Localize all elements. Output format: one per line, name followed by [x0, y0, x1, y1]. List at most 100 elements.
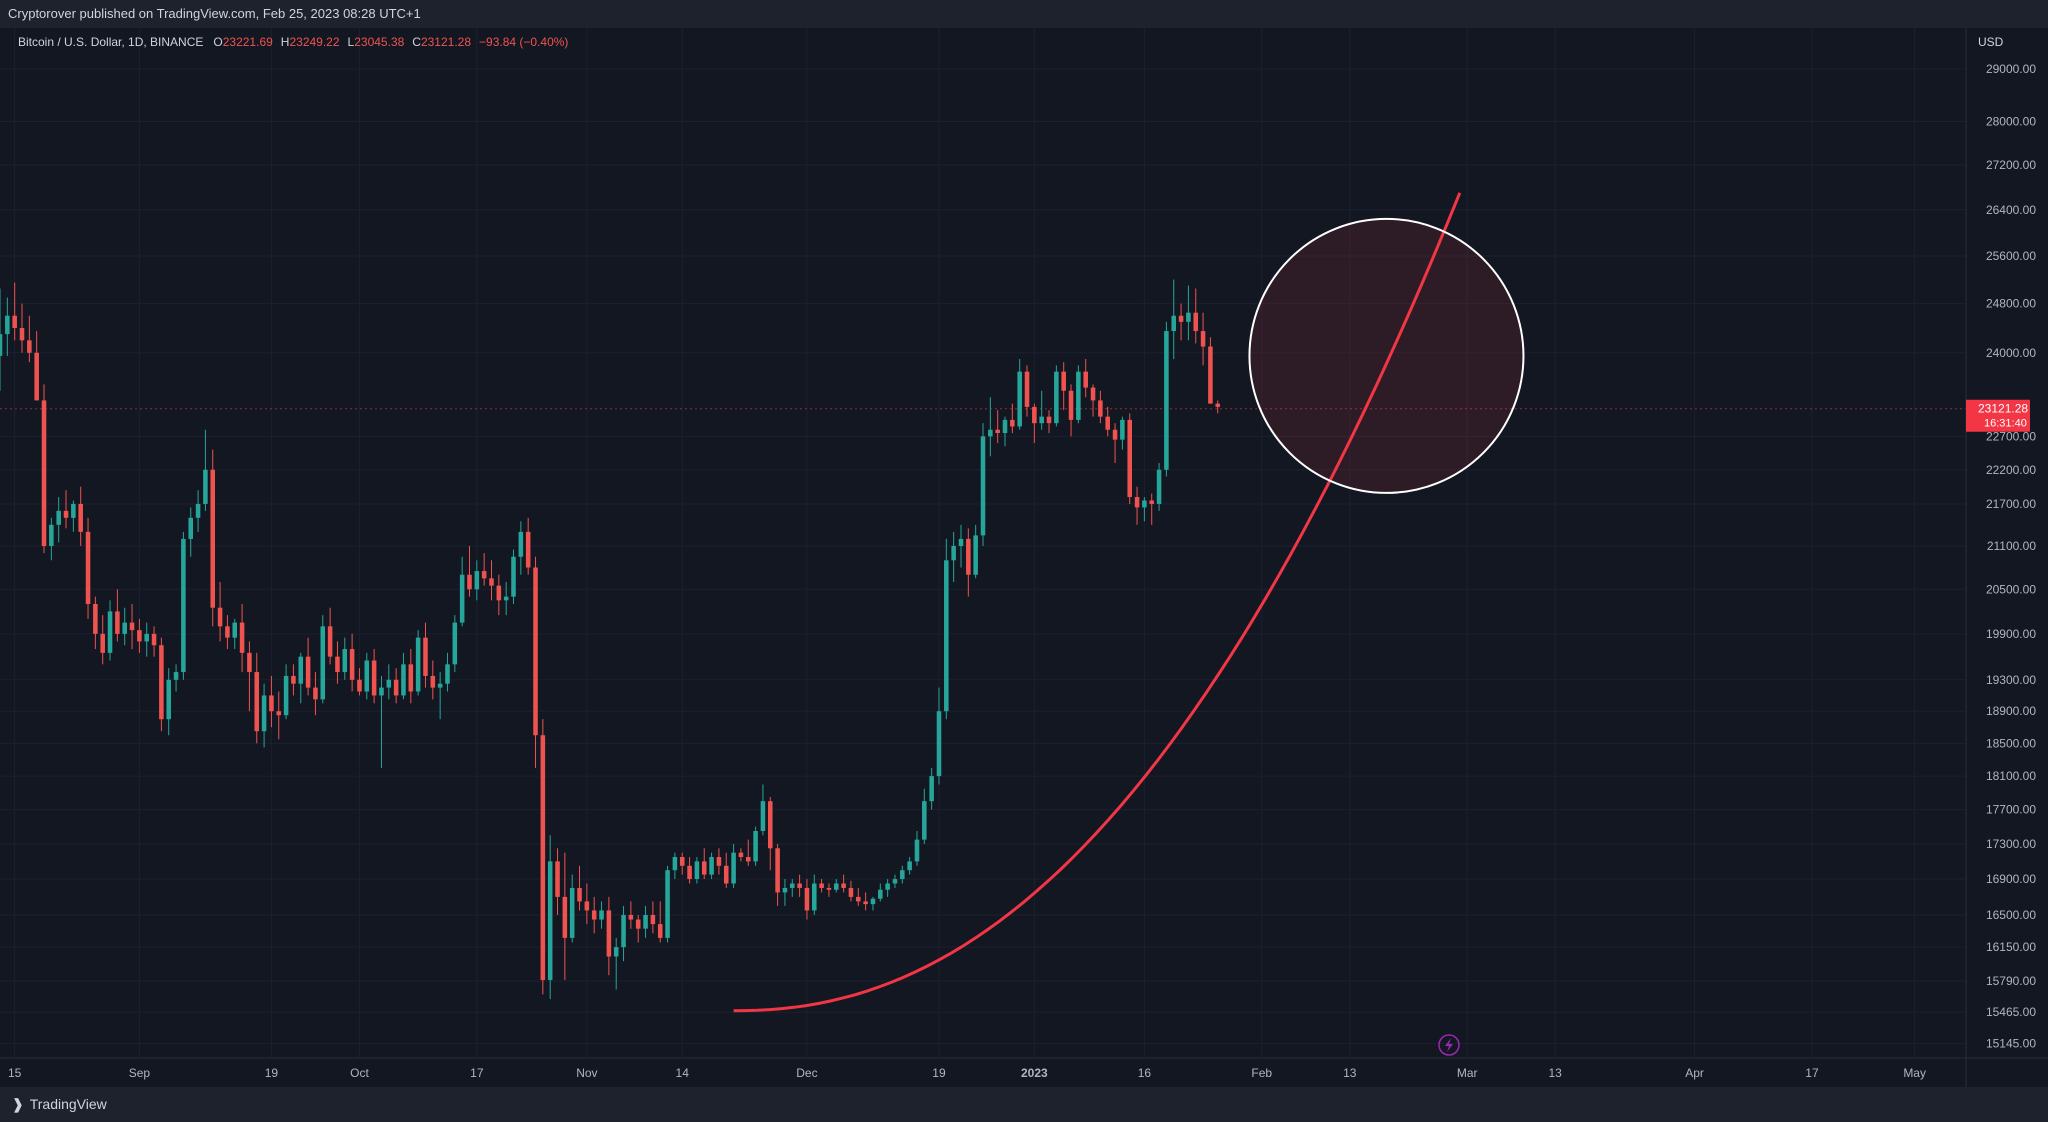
candle-body: [1127, 419, 1132, 498]
price-tick-label: 17300.00: [1986, 837, 2036, 851]
candle-body: [430, 675, 436, 688]
price-tick-label: 20500.00: [1986, 582, 2036, 596]
current-price-badge: [1966, 399, 2030, 432]
candle-body: [951, 546, 956, 561]
drawing-overlays[interactable]: [733, 192, 1525, 1013]
publish-header: Cryptorover published on TradingView.com…: [0, 0, 2048, 28]
candle-body: [635, 919, 641, 929]
time-tick-label: Dec: [796, 1066, 817, 1080]
candle-body: [1171, 315, 1177, 332]
candle-body: [1039, 416, 1044, 424]
candle-body: [922, 801, 927, 840]
time-tick-label: Oct: [350, 1066, 369, 1080]
candle-body: [78, 503, 83, 532]
candle-body: [283, 675, 289, 716]
candle-body: [393, 679, 399, 696]
candle-body: [731, 852, 736, 884]
candle-body: [900, 870, 905, 880]
candle-body: [1068, 390, 1074, 420]
candle-body: [834, 883, 839, 890]
candle-body: [452, 622, 458, 665]
candle-body: [203, 469, 208, 504]
lightning-icon[interactable]: [1438, 1034, 1460, 1056]
candle-body: [657, 924, 663, 938]
candle-body: [753, 830, 758, 862]
candle-body: [254, 672, 260, 732]
candle-body: [856, 896, 861, 902]
price-tick-label: 18900.00: [1986, 704, 2036, 718]
candle-body: [1193, 312, 1199, 332]
candle-body: [723, 865, 729, 884]
parabolic-curve: [733, 192, 1462, 1013]
price-tick-label: 22700.00: [1986, 429, 2036, 443]
candle-body: [100, 633, 105, 653]
candle-body: [1090, 387, 1096, 401]
candle-body: [525, 531, 531, 568]
time-tick-label: 17: [470, 1066, 484, 1080]
candle-body: [804, 887, 810, 911]
candle-body: [159, 645, 164, 720]
price-tick-label: 24800.00: [1986, 297, 2036, 311]
legend-change-value: −93.84 (−0.40%): [479, 35, 568, 49]
price-tick-label: 21700.00: [1986, 497, 2036, 511]
candle-body: [812, 883, 817, 911]
footer-bar: ❱ TradingView: [0, 1087, 2048, 1122]
time-tick-label: Nov: [576, 1066, 597, 1080]
candle-body: [445, 664, 450, 684]
price-tick-label: 19300.00: [1986, 673, 2036, 687]
time-tick-label: 16: [1138, 1066, 1152, 1080]
candle-body: [973, 535, 978, 575]
candle-body: [694, 861, 700, 880]
price-tick-label: 15790.00: [1986, 974, 2036, 988]
footer-brand[interactable]: TradingView: [29, 1096, 107, 1112]
candle-body: [1002, 419, 1008, 434]
candle-body: [107, 611, 113, 653]
price-axis[interactable]: USD 29000.00 28000.00 27200.00 26400.00 2560…: [1978, 35, 2036, 1051]
candle-body: [533, 567, 538, 736]
candle-body: [1098, 400, 1103, 417]
candle-body: [1061, 371, 1066, 391]
candle-body: [401, 664, 406, 696]
candle-body: [562, 896, 568, 938]
candle-body: [1083, 371, 1088, 388]
candle-body: [1032, 406, 1037, 424]
candle-body: [1054, 371, 1059, 424]
candle-body: [863, 901, 868, 905]
candle-body: [1215, 403, 1221, 407]
candle-body: [269, 695, 274, 712]
candle-body: [276, 711, 282, 716]
candle-body: [613, 947, 619, 957]
price-tick-label: 25600.00: [1986, 249, 2036, 263]
price-chart[interactable]: USD 29000.00 28000.00 27200.00 26400.00 2560…: [0, 28, 2048, 1087]
candle-body: [540, 735, 546, 981]
candle-body: [679, 857, 685, 866]
legend-high-label: H: [281, 35, 290, 49]
time-tick-label: Sep: [129, 1066, 151, 1080]
candle-body: [518, 531, 524, 557]
candle-body: [958, 538, 964, 547]
candle-body: [144, 633, 149, 642]
candle-body: [371, 660, 377, 696]
candle-body: [929, 776, 934, 802]
candle-body: [415, 637, 421, 692]
candle-body: [27, 340, 32, 353]
time-axis[interactable]: 15 Sep 19 Oct 17 Nov 14 Dec 19 2023 16 Feb 13 Mar 13 Ap…: [8, 1066, 1926, 1080]
candle-body: [555, 861, 560, 897]
candle-body: [745, 857, 751, 862]
legend-low-value: 23045.38: [354, 35, 404, 49]
legend-close-value: 23121.28: [421, 35, 471, 49]
candle-body: [826, 887, 832, 890]
candle-body: [606, 910, 612, 957]
candle-body: [239, 622, 245, 653]
svg-text:Bitcoin / U.S. Dollar, 1D, BIN: Bitcoin / U.S. Dollar, 1D, BINANCE O23221…: [18, 35, 568, 49]
candle-body: [173, 672, 179, 680]
candle-body: [621, 914, 626, 948]
candle-body: [489, 578, 494, 586]
candle-body: [907, 861, 912, 871]
candle-body: [247, 652, 252, 673]
tradingview-logo-icon[interactable]: ❱: [12, 1096, 24, 1112]
candle-body: [591, 910, 597, 920]
price-tick-label: 22200.00: [1986, 463, 2036, 477]
candle-body: [1178, 315, 1184, 322]
candle-body: [1149, 500, 1154, 504]
